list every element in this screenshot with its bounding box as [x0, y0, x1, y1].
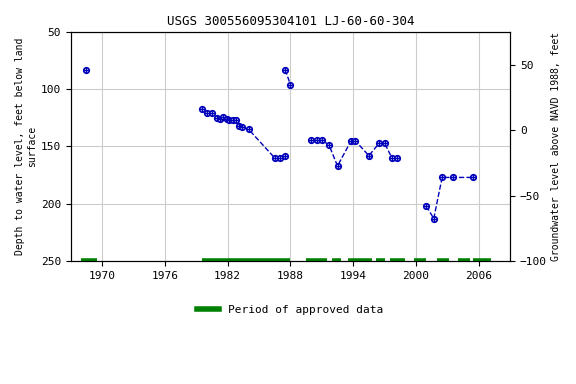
- Title: USGS 300556095304101 LJ-60-60-304: USGS 300556095304101 LJ-60-60-304: [166, 15, 414, 28]
- Y-axis label: Groundwater level above NAVD 1988, feet: Groundwater level above NAVD 1988, feet: [551, 32, 561, 261]
- Legend: Period of approved data: Period of approved data: [193, 301, 388, 319]
- Y-axis label: Depth to water level, feet below land
surface: Depth to water level, feet below land su…: [15, 38, 37, 255]
